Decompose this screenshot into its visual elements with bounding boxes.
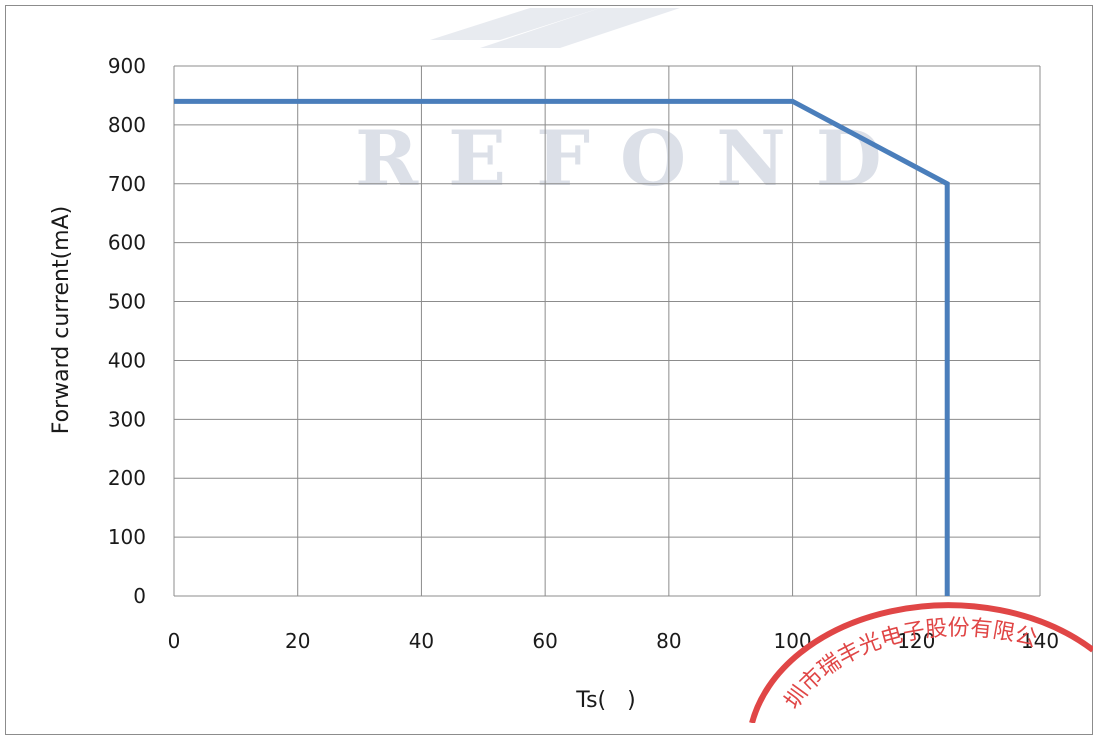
y-tick-label: 800 <box>108 113 146 137</box>
watermark-text: REFOND <box>355 114 912 203</box>
x-tick-label: 0 <box>168 629 181 653</box>
x-tick-label: 80 <box>656 629 681 653</box>
y-tick-label: 100 <box>108 525 146 549</box>
company-seal: 圳市瑞丰光电子股份有限公 <box>752 605 1093 723</box>
y-tick-label: 300 <box>108 407 146 431</box>
x-tick-label: 20 <box>285 629 310 653</box>
refond-watermark: REFOND <box>355 8 912 203</box>
x-tick-label: 60 <box>532 629 557 653</box>
y-axis-title: Forward current(mA) <box>49 206 74 434</box>
y-tick-label: 500 <box>108 290 146 314</box>
y-tick-label: 700 <box>108 172 146 196</box>
y-tick-label: 200 <box>108 466 146 490</box>
y-tick-label: 0 <box>133 584 146 608</box>
x-axis-title: Ts( ) <box>575 688 635 713</box>
seal-text: 圳市瑞丰光电子股份有限公 <box>780 616 1040 714</box>
y-axis-ticks: 0 100 200 300 400 500 600 700 800 900 <box>108 54 146 608</box>
x-tick-label: 40 <box>409 629 434 653</box>
y-tick-label: 900 <box>108 54 146 78</box>
y-tick-label: 400 <box>108 348 146 372</box>
y-tick-label: 600 <box>108 231 146 255</box>
